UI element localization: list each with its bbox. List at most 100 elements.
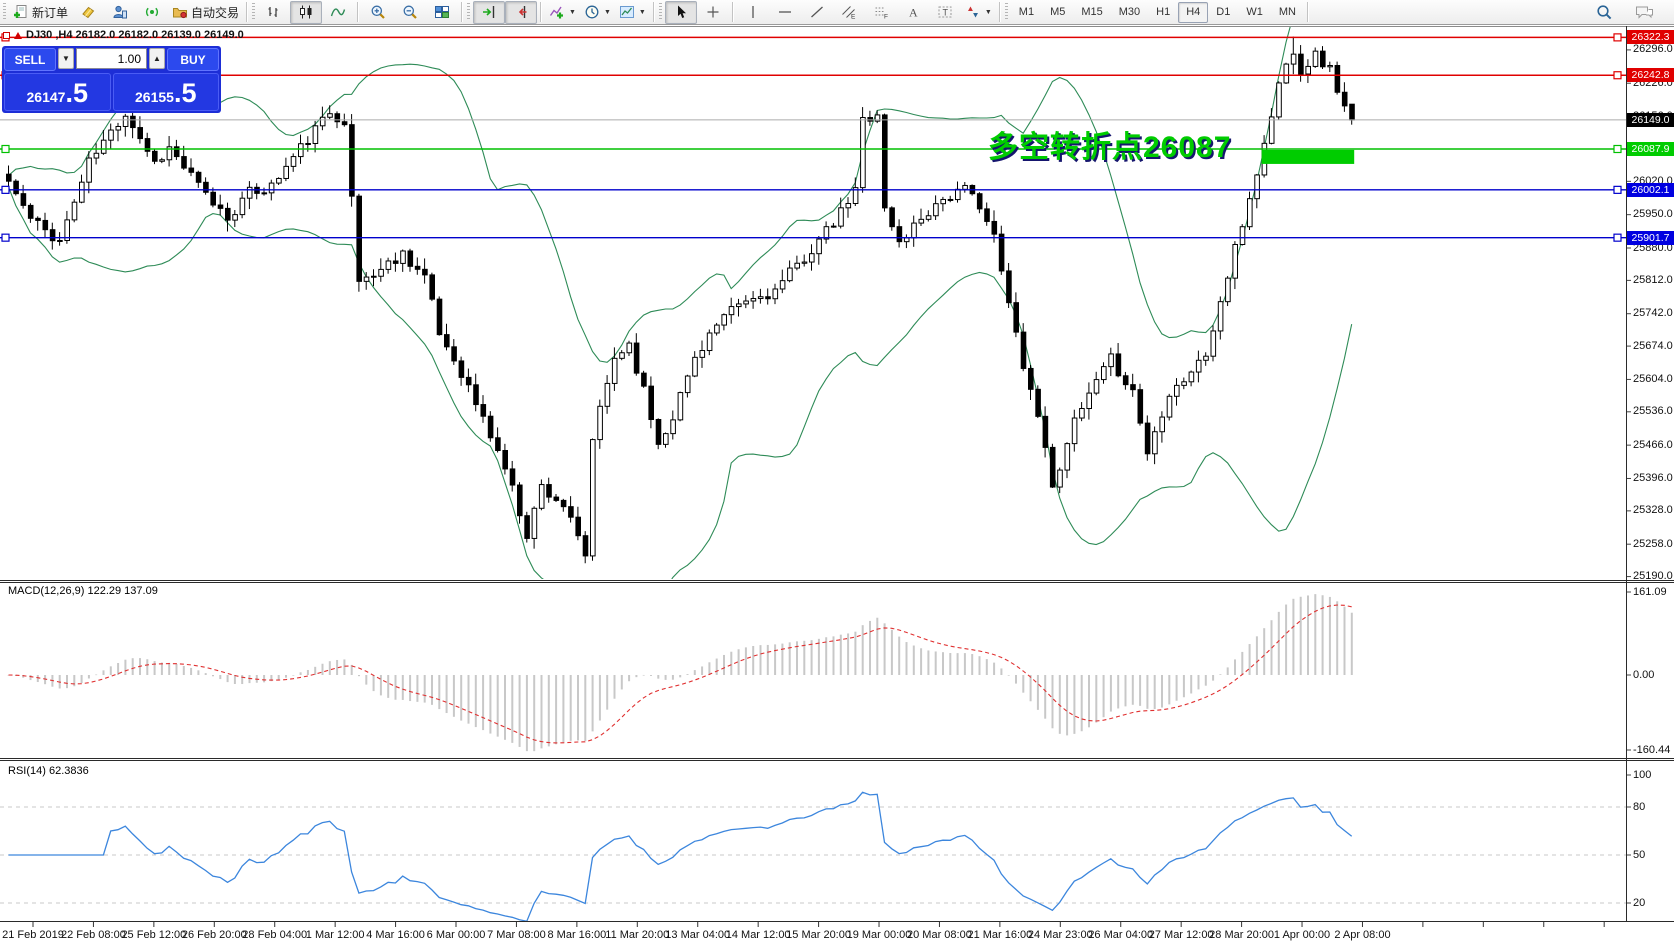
macd-histogram-bar xyxy=(956,653,959,675)
search-icon[interactable] xyxy=(1588,1,1620,24)
macd-histogram-bar xyxy=(1226,667,1229,675)
macd-histogram-bar xyxy=(124,659,127,675)
macd-histogram-bar xyxy=(788,642,791,675)
zoom-in-icon[interactable] xyxy=(362,1,394,24)
timeframe-m5-button[interactable]: M5 xyxy=(1050,6,1066,18)
time-axis-label: 22 Feb 08:00 xyxy=(61,929,126,941)
macd-histogram-bar xyxy=(219,675,222,680)
text-label-icon[interactable]: T xyxy=(929,1,961,24)
timeframe-w1-button[interactable]: W1 xyxy=(1246,6,1263,18)
price-axis-label: 25536.0 xyxy=(1633,405,1673,418)
time-axis-label: 15 Mar 20:00 xyxy=(786,929,851,941)
line-handle xyxy=(1613,144,1622,154)
macd-histogram-bar xyxy=(555,675,558,745)
chevron-down-icon: ▼ xyxy=(569,8,576,16)
macd-histogram-bar xyxy=(693,670,696,675)
macd-histogram-bar xyxy=(1080,675,1083,732)
templates-icon[interactable]: ▼ xyxy=(615,1,650,24)
profiles-icon[interactable] xyxy=(104,1,136,24)
candlestick-series xyxy=(6,36,1355,564)
macd-histogram-bar xyxy=(1234,659,1236,675)
price-level-badge: 25901.7 xyxy=(1627,230,1674,245)
macd-histogram-bar xyxy=(175,664,178,675)
timeframe-m1-button[interactable]: M1 xyxy=(1018,6,1035,18)
macd-histogram-bar xyxy=(1321,595,1324,675)
sell-price-button[interactable]: 26147.5 xyxy=(4,73,111,111)
macd-histogram-bar xyxy=(1153,675,1156,709)
macd-signal-line xyxy=(8,604,1352,744)
macd-histogram-bar xyxy=(80,675,83,684)
macd-histogram-bar xyxy=(467,675,470,724)
auto-trading-icon[interactable]: 自动交易 xyxy=(168,1,243,24)
macd-histogram-bar xyxy=(847,633,850,675)
macd-histogram-bar xyxy=(1314,594,1317,675)
trendline-icon[interactable] xyxy=(801,1,833,24)
macd-histogram-bar xyxy=(584,675,587,742)
price-level-badge: 26242.8 xyxy=(1627,68,1674,83)
price-level-badge: 26087.9 xyxy=(1627,142,1674,156)
sell-price-main: 26147 xyxy=(26,89,66,105)
candlestick-icon[interactable] xyxy=(290,0,323,24)
macd-histogram-bar xyxy=(1299,596,1302,675)
zoom-out-icon[interactable] xyxy=(394,1,426,24)
vertical-line-icon[interactable] xyxy=(737,1,769,24)
equidistant-channel-icon[interactable]: E xyxy=(833,1,865,24)
macd-histogram-bar xyxy=(1190,675,1193,694)
time-axis-label: 25 Feb 12:00 xyxy=(121,929,187,941)
macd-histogram-bar xyxy=(650,675,652,676)
macd-histogram-bar xyxy=(109,666,112,675)
buy-button[interactable]: BUY xyxy=(167,48,219,71)
macd-histogram-bar xyxy=(29,675,32,681)
time-axis-label: 20 Mar 08:00 xyxy=(907,929,972,941)
buy-price-button[interactable]: 26155.5 xyxy=(112,73,219,111)
macd-histogram-bar xyxy=(1131,675,1134,705)
macd-histogram-bar xyxy=(708,662,711,675)
macd-histogram-bar xyxy=(87,675,90,679)
eraser-icon[interactable] xyxy=(72,1,104,24)
cursor-icon[interactable] xyxy=(664,0,697,24)
macd-histogram-bar xyxy=(423,675,426,703)
signal-icon[interactable] xyxy=(136,1,168,24)
macd-histogram-bar xyxy=(978,656,981,675)
horizontal-line-icon[interactable] xyxy=(769,1,801,24)
macd-histogram-bar xyxy=(336,659,339,675)
arrows-icon[interactable]: ▼ xyxy=(961,1,996,24)
macd-histogram-bar xyxy=(577,675,579,741)
indicators-icon[interactable]: ▼ xyxy=(545,1,580,24)
timeframe-m15-button[interactable]: M15 xyxy=(1081,6,1103,18)
timeframe-d1-button[interactable]: D1 xyxy=(1216,6,1231,18)
fibonacci-icon[interactable]: F xyxy=(865,1,897,24)
bar-chart-icon[interactable] xyxy=(258,1,290,24)
text-icon[interactable]: A xyxy=(897,1,929,24)
sell-button[interactable]: SELL xyxy=(4,48,56,71)
new-order-icon[interactable]: 新订单 xyxy=(9,1,72,24)
macd-pane xyxy=(7,594,1353,752)
macd-histogram-bar xyxy=(95,674,98,676)
macd-histogram-bar xyxy=(1007,675,1010,676)
timeframe-h4-button[interactable]: H4 xyxy=(1178,1,1209,23)
timeframe-h1-button[interactable]: H1 xyxy=(1156,6,1171,18)
auto-scroll-icon[interactable] xyxy=(473,0,506,24)
macd-histogram-bar xyxy=(314,666,317,675)
timeframe-m30-button[interactable]: M30 xyxy=(1118,6,1141,18)
macd-histogram-bar xyxy=(1255,636,1258,675)
chart-shift-icon[interactable] xyxy=(505,0,538,24)
volume-decrease-button[interactable]: ▼ xyxy=(58,48,74,69)
price-level-badge: 26002.1 xyxy=(1627,182,1674,197)
chat-icon[interactable] xyxy=(1628,1,1660,24)
macd-histogram-bar xyxy=(730,651,733,675)
timeframe-mn-button[interactable]: MN xyxy=(1278,6,1296,18)
periods-icon[interactable]: ▼ xyxy=(580,1,615,24)
price-axis-label: 25328.0 xyxy=(1633,504,1673,517)
line-chart-icon[interactable] xyxy=(322,1,354,24)
macd-histogram-bar xyxy=(263,675,266,683)
macd-histogram-bar xyxy=(518,675,521,747)
volume-input[interactable] xyxy=(76,48,147,69)
crosshair-icon[interactable] xyxy=(697,1,729,24)
macd-histogram-bar xyxy=(36,675,39,683)
macd-histogram-bar xyxy=(241,675,244,685)
macd-histogram-bar xyxy=(1248,644,1251,675)
volume-increase-button[interactable]: ▲ xyxy=(149,48,165,69)
tile-windows-icon[interactable] xyxy=(426,1,458,24)
